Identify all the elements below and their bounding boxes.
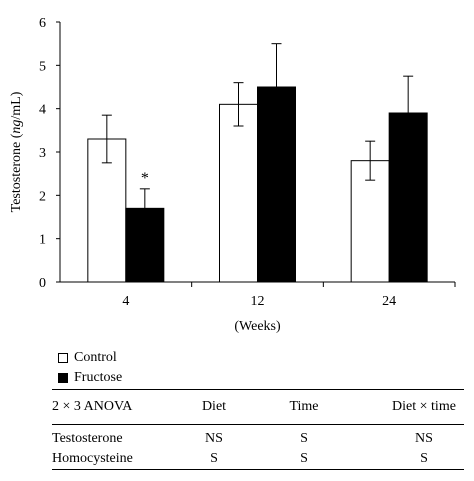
- table-cell: NS: [415, 431, 433, 446]
- control-swatch: [58, 353, 68, 363]
- anova-header-row: 2 × 3 ANOVA Diet Time Diet × time: [52, 389, 464, 425]
- legend-label-fructose: Fructose: [74, 370, 123, 385]
- y-tick-label: 4: [39, 103, 46, 118]
- y-tick-label: 6: [39, 16, 46, 31]
- row-label: Testosterone: [52, 431, 123, 446]
- fructose-swatch: [58, 373, 68, 383]
- y-axis-label: Testosterone (ng/mL): [9, 91, 24, 212]
- table-cell: S: [210, 451, 218, 466]
- y-tick-label: 0: [39, 276, 46, 291]
- significance-marker: *: [141, 170, 149, 187]
- row-label: Homocysteine: [52, 451, 133, 466]
- table-cell: S: [420, 451, 428, 466]
- y-axis: 0 1 2 3 4 5 6: [39, 16, 61, 291]
- x-tick-label: 12: [251, 294, 265, 309]
- y-tick-label: 3: [39, 146, 46, 161]
- anova-header-diet-time: Diet × time: [392, 399, 456, 414]
- legend-label-control: Control: [74, 350, 117, 365]
- table-row: Homocysteine S S S: [52, 449, 464, 470]
- legend-item-control: Control: [58, 348, 122, 368]
- anova-header-diet: Diet: [201, 399, 227, 414]
- anova-header-time: Time: [289, 399, 319, 414]
- anova-header-design: 2 × 3 ANOVA: [52, 399, 133, 414]
- table-cell: NS: [205, 431, 223, 446]
- x-tick-label: 4: [122, 294, 129, 309]
- table-cell: S: [300, 451, 308, 466]
- x-tick-label: 24: [382, 294, 396, 309]
- anova-table: 2 × 3 ANOVA Diet Time Diet × time Testos…: [52, 389, 464, 470]
- table-row: Testosterone NS S NS: [52, 425, 464, 450]
- y-tick-label: 5: [39, 59, 46, 74]
- y-tick-label: 2: [39, 189, 46, 204]
- x-axis-label: (Weeks): [234, 319, 281, 334]
- x-axis: 4 12 24: [60, 281, 456, 309]
- table-cell: S: [300, 431, 308, 446]
- legend-item-fructose: Fructose: [58, 368, 122, 388]
- bars: *: [87, 43, 428, 283]
- bar-control: [219, 103, 258, 283]
- y-tick-label: 1: [39, 233, 46, 248]
- legend: Control Fructose: [58, 348, 122, 388]
